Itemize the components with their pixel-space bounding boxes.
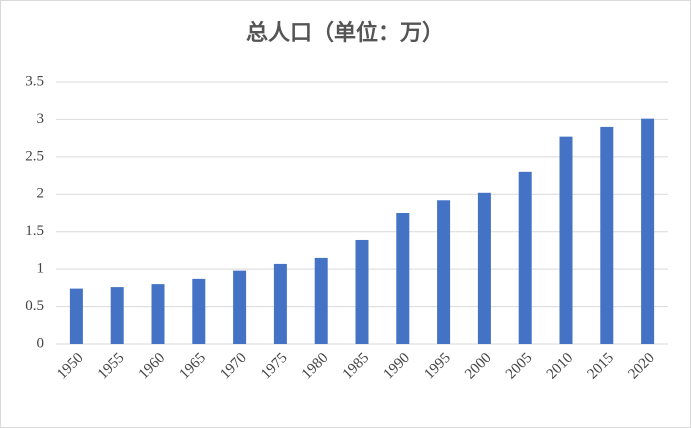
bar xyxy=(314,257,328,344)
y-tick-label: 3 xyxy=(37,111,45,127)
bar xyxy=(641,118,655,345)
y-tick-label: 3.5 xyxy=(25,73,44,89)
bar xyxy=(233,270,247,344)
bar xyxy=(192,278,206,344)
bar xyxy=(355,239,369,344)
y-tick-label: 1 xyxy=(37,261,45,277)
y-tick-label: 2.5 xyxy=(25,148,44,164)
y-tick-label: 0 xyxy=(37,335,45,351)
bar xyxy=(110,287,124,344)
bar xyxy=(396,213,410,344)
bar xyxy=(477,192,491,344)
bar xyxy=(437,200,451,344)
bar xyxy=(151,284,165,344)
bar xyxy=(600,126,614,345)
bar xyxy=(559,136,573,344)
bar xyxy=(273,263,287,344)
bar xyxy=(69,288,83,344)
y-tick-label: 0.5 xyxy=(25,298,44,314)
y-tick-label: 2 xyxy=(37,186,45,202)
bar xyxy=(518,171,532,344)
chart-title: 总人口（单位：万） xyxy=(246,20,444,45)
y-tick-label: 1.5 xyxy=(25,223,44,239)
